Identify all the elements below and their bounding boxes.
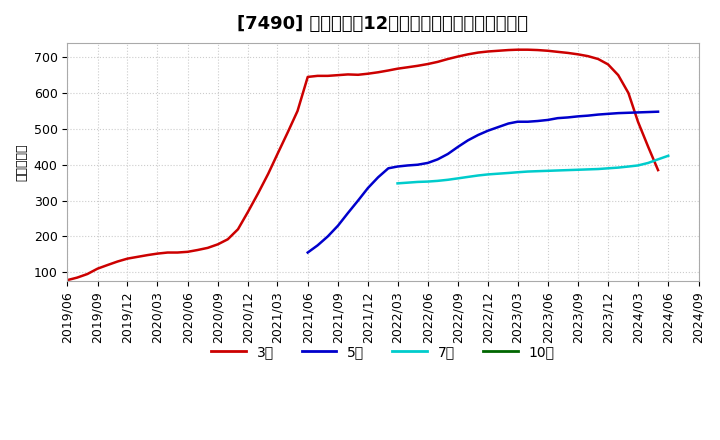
Title: [7490] 当期素利益12か月移動合計の平均値の推移: [7490] 当期素利益12か月移動合計の平均値の推移 [238, 15, 528, 33]
Legend: 3年, 5年, 7年, 10年: 3年, 5年, 7年, 10年 [205, 340, 560, 365]
Y-axis label: （百万円）: （百万円） [15, 143, 28, 181]
